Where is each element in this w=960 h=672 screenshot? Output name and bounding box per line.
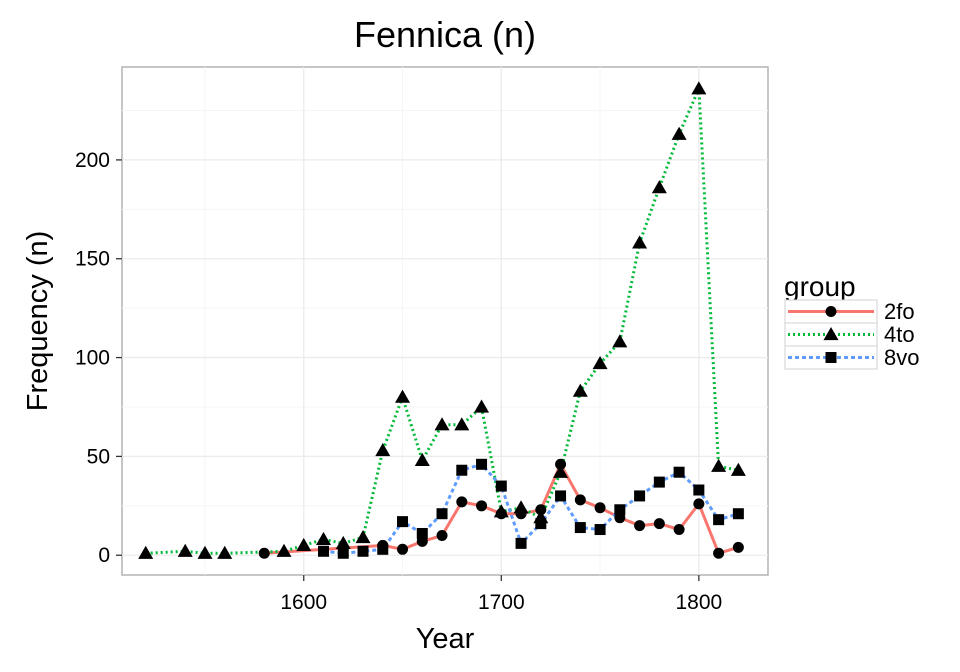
point-8vo bbox=[377, 543, 389, 555]
y-tick-label: 50 bbox=[87, 445, 110, 468]
point-8vo bbox=[713, 514, 725, 526]
point-8vo bbox=[574, 522, 586, 534]
point-2fo bbox=[258, 547, 270, 559]
point-8vo bbox=[653, 476, 665, 488]
y-tick-label: 150 bbox=[75, 248, 110, 271]
plot-panel bbox=[121, 66, 769, 576]
point-2fo bbox=[397, 543, 409, 555]
point-8vo bbox=[594, 524, 606, 536]
point-8vo bbox=[337, 547, 349, 559]
point-8vo bbox=[535, 518, 547, 530]
point-8vo bbox=[673, 466, 685, 478]
point-8vo bbox=[397, 516, 409, 528]
point-8vo bbox=[436, 508, 448, 520]
x-axis-ticks: 1600 1700 1800 bbox=[280, 575, 722, 614]
legend-title: group bbox=[784, 271, 856, 302]
point-4to bbox=[296, 537, 312, 551]
chart-title: Fennica (n) bbox=[354, 14, 536, 55]
point-4to bbox=[572, 383, 588, 397]
point-2fo bbox=[634, 520, 646, 532]
y-tick-label: 100 bbox=[75, 347, 110, 370]
point-8vo bbox=[515, 537, 527, 549]
point-8vo bbox=[732, 508, 744, 520]
legend-label-4to: 4to bbox=[884, 322, 915, 347]
point-4to bbox=[177, 543, 193, 557]
point-4to bbox=[375, 442, 391, 457]
y-tick-label: 0 bbox=[98, 544, 110, 567]
y-axis-ticks: 0 50 100 150 200 bbox=[75, 149, 122, 567]
point-4to bbox=[395, 389, 411, 403]
point-4to bbox=[493, 504, 509, 518]
x-tick-label: 1800 bbox=[675, 591, 722, 614]
point-8vo bbox=[693, 484, 705, 496]
point-4to bbox=[474, 399, 490, 413]
x-tick-label: 1700 bbox=[478, 591, 525, 614]
point-4to bbox=[355, 529, 371, 544]
point-2fo bbox=[476, 500, 488, 512]
x-tick-label: 1600 bbox=[280, 591, 327, 614]
point-4to bbox=[414, 452, 430, 466]
point-4to bbox=[711, 458, 727, 472]
point-4to bbox=[434, 417, 450, 431]
point-2fo bbox=[535, 504, 547, 516]
point-4to bbox=[316, 531, 332, 546]
legend-label-8vo: 8vo bbox=[884, 345, 919, 370]
point-2fo bbox=[574, 494, 586, 506]
point-2fo bbox=[555, 458, 567, 470]
point-8vo bbox=[476, 458, 488, 470]
point-2fo bbox=[673, 524, 685, 536]
point-8vo bbox=[318, 545, 330, 557]
legend-key-marker-4to bbox=[823, 327, 839, 341]
legend-key-marker-2fo bbox=[825, 306, 837, 317]
point-8vo bbox=[456, 464, 468, 476]
point-8vo bbox=[357, 545, 369, 557]
point-4to bbox=[612, 334, 628, 348]
point-4to bbox=[217, 545, 233, 559]
plot-panel-border bbox=[121, 66, 769, 576]
point-8vo bbox=[614, 504, 626, 516]
x-axis-title: Year bbox=[416, 623, 475, 655]
series-line-8vo bbox=[323, 462, 739, 555]
point-4to bbox=[730, 462, 746, 476]
series-line-4to bbox=[145, 87, 739, 555]
point-8vo bbox=[495, 480, 507, 492]
point-8vo bbox=[416, 527, 428, 539]
point-8vo bbox=[555, 490, 567, 502]
point-2fo bbox=[436, 529, 448, 541]
point-4to bbox=[691, 81, 707, 95]
point-4to bbox=[276, 543, 292, 557]
legend-key-marker-8vo bbox=[825, 352, 837, 363]
point-2fo bbox=[732, 541, 744, 553]
point-2fo bbox=[653, 518, 665, 530]
point-4to bbox=[632, 235, 648, 249]
point-8vo bbox=[634, 490, 646, 502]
point-2fo bbox=[713, 547, 725, 559]
point-2fo bbox=[456, 496, 468, 508]
point-4to bbox=[592, 355, 608, 370]
point-4to bbox=[651, 180, 667, 194]
point-4to bbox=[553, 464, 569, 478]
series-markers bbox=[138, 81, 746, 559]
point-4to bbox=[335, 535, 351, 549]
point-4to bbox=[454, 417, 470, 431]
y-axis-title: Frequency (n) bbox=[22, 231, 54, 412]
point-2fo bbox=[594, 502, 606, 514]
point-2fo bbox=[693, 498, 705, 510]
point-4to bbox=[671, 126, 687, 140]
point-4to bbox=[197, 545, 213, 559]
point-4to bbox=[513, 500, 529, 514]
point-4to bbox=[138, 545, 154, 559]
legend-label-2fo: 2fo bbox=[884, 299, 915, 324]
y-tick-label: 200 bbox=[75, 149, 110, 172]
